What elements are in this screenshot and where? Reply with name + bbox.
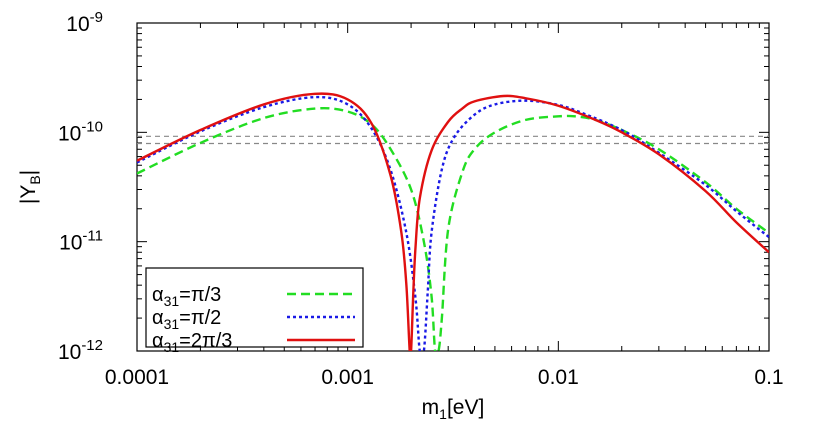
legend-label: α31=π/2 bbox=[152, 307, 221, 332]
plot-frame bbox=[136, 22, 770, 352]
series-line-2 bbox=[137, 95, 769, 351]
tick-labels: 0.0001 0.001 0.01 0.1 10-12 10-11 10-10 10-9 bbox=[58, 9, 784, 389]
x-axis-title: m1[eV] bbox=[422, 396, 485, 422]
y-tick-label: 10-10 bbox=[58, 118, 103, 145]
x-tick-label: 0.01 bbox=[538, 366, 579, 389]
y-tick-label: 10-9 bbox=[66, 9, 103, 36]
reference-lines bbox=[137, 135, 769, 145]
x-tick-label: 0.1 bbox=[754, 366, 783, 389]
y-tick-label: 10-12 bbox=[58, 337, 103, 364]
x-tick-label: 0.001 bbox=[321, 366, 374, 389]
axis-ticks bbox=[136, 23, 769, 352]
y-tick-label: 10-11 bbox=[59, 228, 103, 255]
series-group bbox=[137, 92, 769, 351]
y-axis-title: |YB| bbox=[17, 170, 43, 204]
legend-box bbox=[145, 267, 364, 348]
legend-label: α31=π/3 bbox=[152, 284, 221, 309]
legend-label: α31=2π/3 bbox=[152, 330, 232, 355]
x-tick-label: 0.0001 bbox=[105, 366, 169, 389]
series-line-3 bbox=[137, 92, 769, 351]
